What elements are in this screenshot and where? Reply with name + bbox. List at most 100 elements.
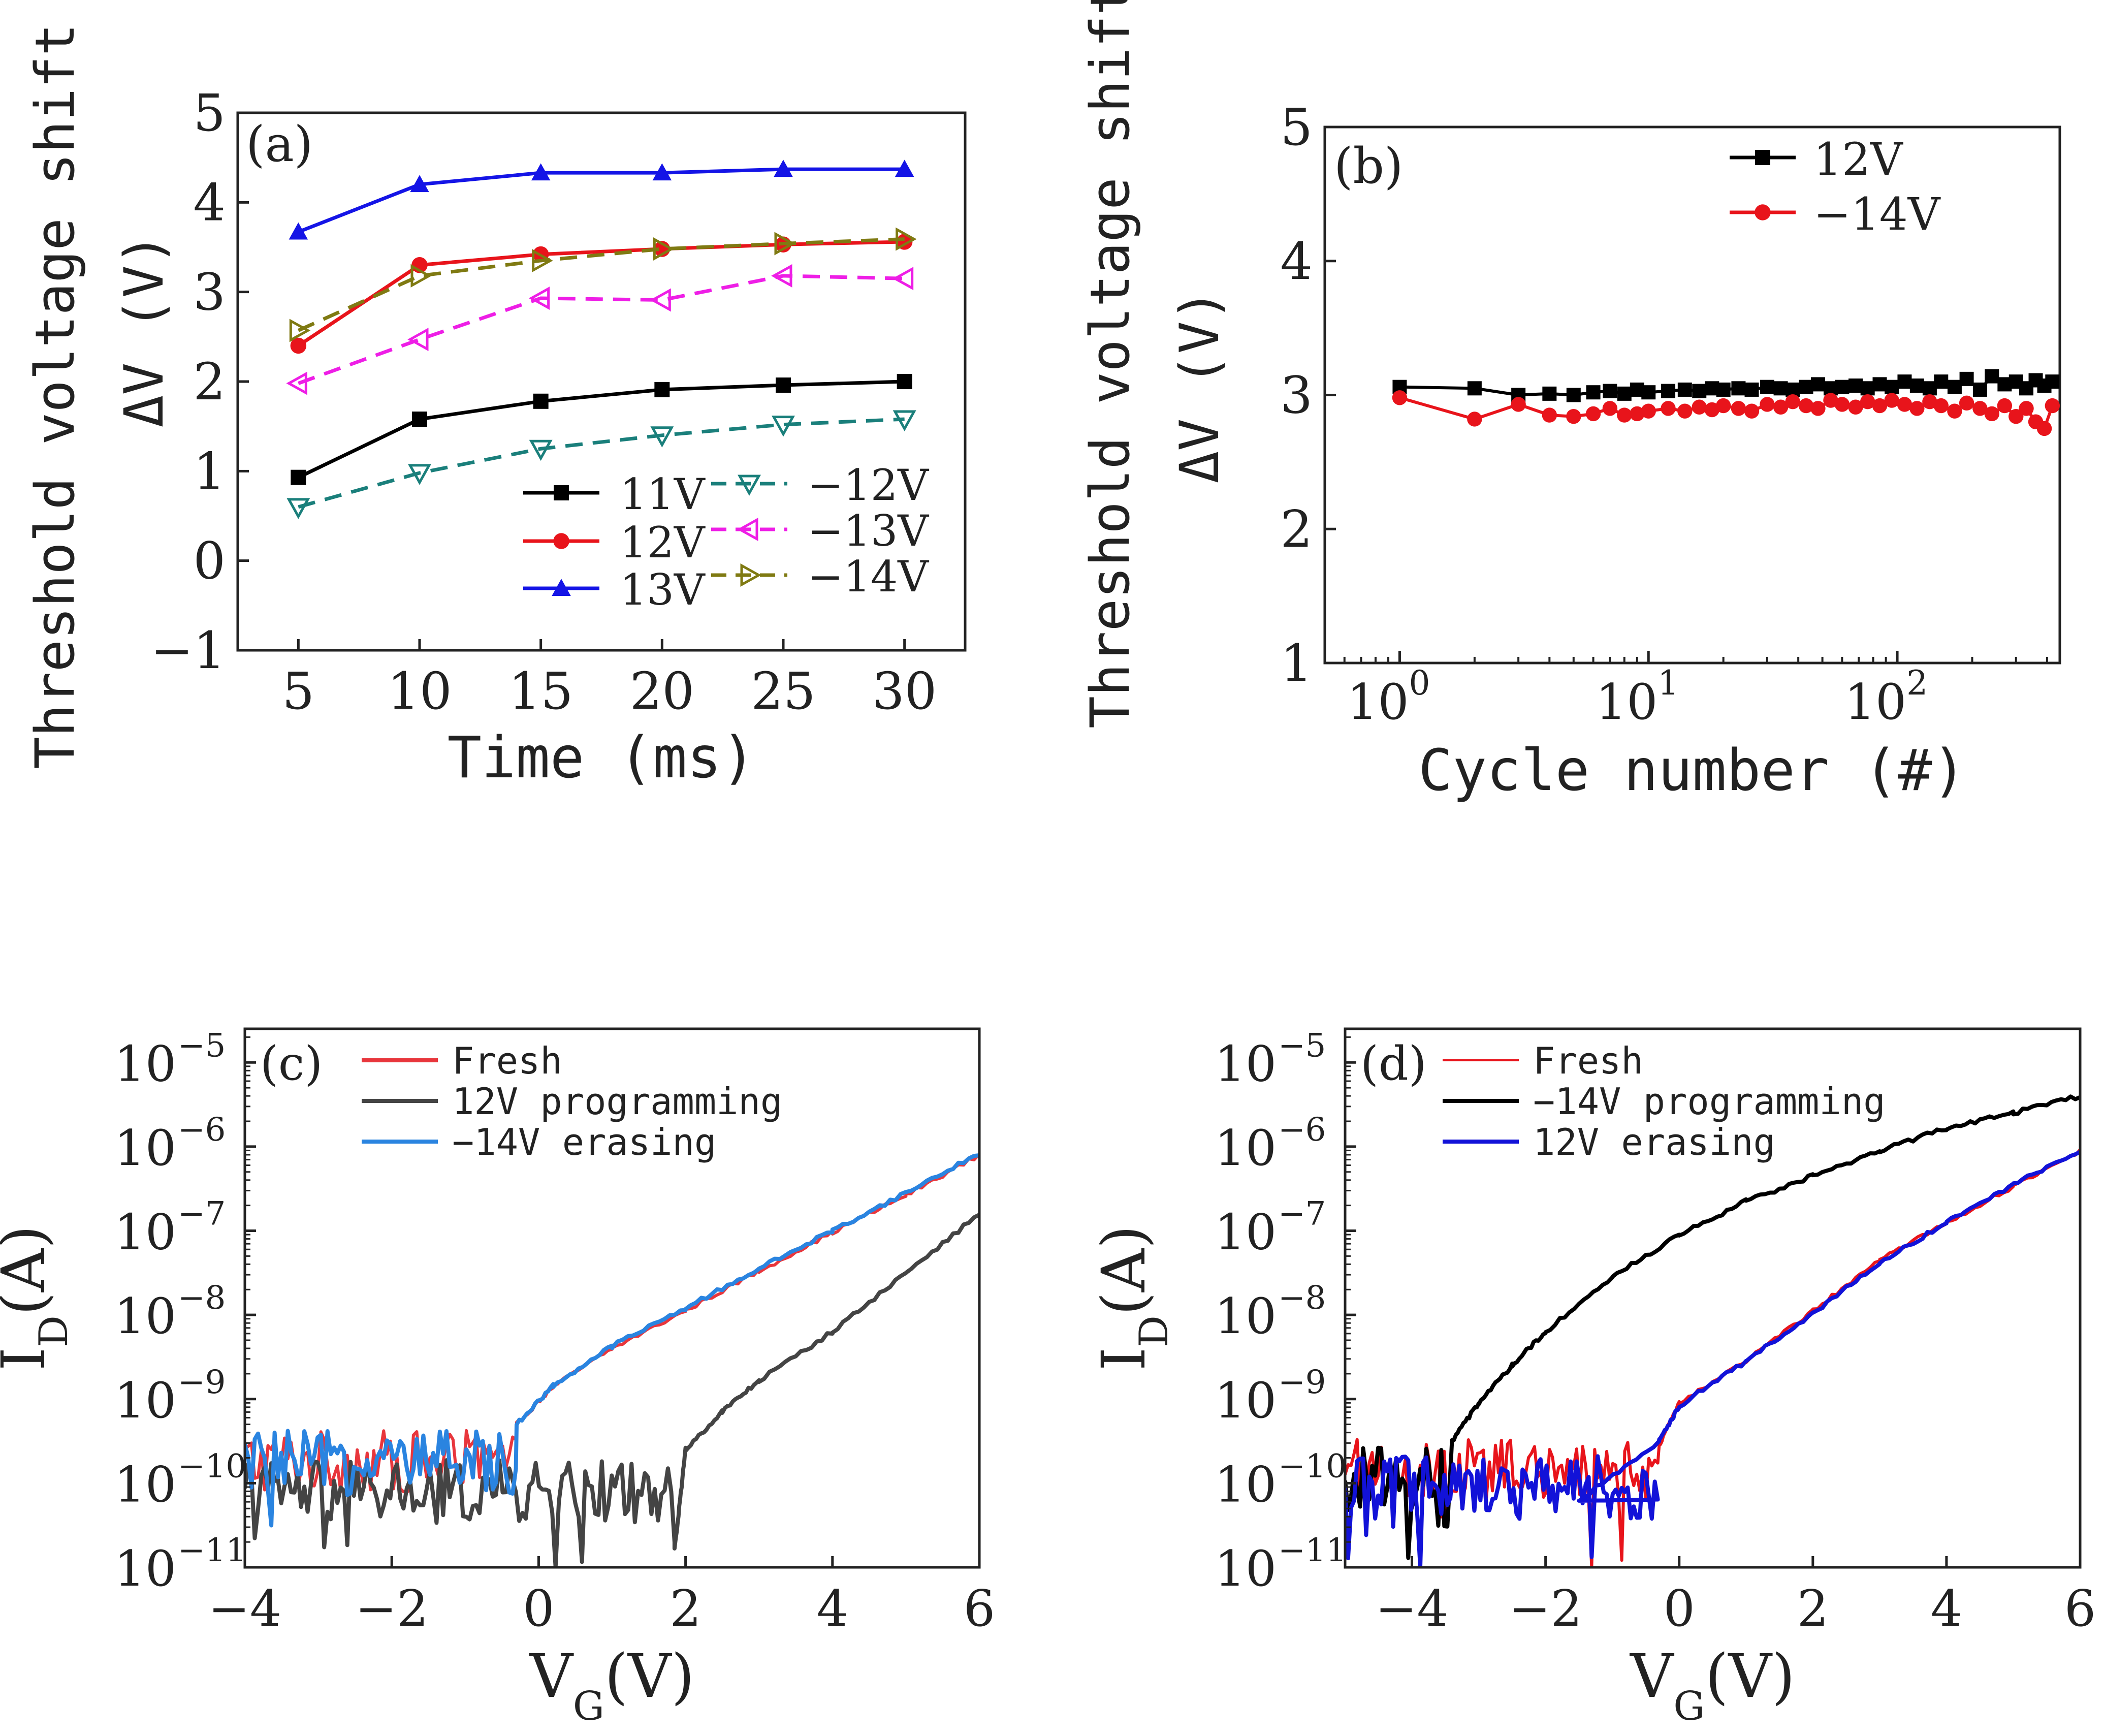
legend-label: 11V [620, 469, 706, 519]
data-point [1617, 386, 1632, 401]
x-tick-exponent: 2 [1906, 664, 1928, 703]
y-tick-label: 3 [193, 263, 226, 322]
panel-label: (d) [1360, 1036, 1427, 1091]
y-tick-exponent: −11 [178, 1532, 246, 1569]
y-axis-title-unit: (A) [0, 1225, 58, 1315]
x-axis-title-unit: (V) [1705, 1641, 1795, 1711]
plot-frame [243, 1027, 981, 1569]
x-axis-title-main: V [529, 1641, 574, 1711]
series-line [1345, 1150, 2080, 1567]
data-point [895, 160, 914, 177]
legend-label: 13V [620, 565, 706, 615]
y-tick-label: 10 [114, 1035, 176, 1092]
series-line [245, 1153, 979, 1528]
series-line [297, 237, 905, 332]
y-tick-label: 5 [1280, 98, 1313, 157]
y-tick-label: −1 [151, 621, 226, 680]
data-point [1617, 407, 1632, 423]
x-axis-title: Cycle number (#) [1418, 738, 1966, 804]
y-axis-title-line1: Threshold voltage shift [24, 23, 86, 769]
y-axis-title-unit: (A) [1089, 1225, 1159, 1315]
data-point [289, 319, 311, 342]
x-tick-label: 100 [1347, 664, 1430, 731]
y-axis-title-line1: Threshold voltage shift [1079, 0, 1141, 729]
series-line [297, 380, 905, 479]
y-tick-base: 10 [114, 1540, 176, 1597]
y-tick-base: 10 [1215, 1540, 1277, 1597]
y-tick-label: 10 [114, 1120, 176, 1177]
y-tick-label: 10 [1215, 1456, 1277, 1513]
data-point [1760, 397, 1775, 412]
x-tick-label: −2 [355, 1580, 428, 1638]
data-point [1630, 406, 1645, 422]
x-tick-label: 6 [2064, 1580, 2096, 1638]
data-point [410, 264, 432, 288]
data-point [897, 374, 912, 389]
y-tick-exponent: −6 [178, 1111, 226, 1149]
y-tick-exponent: −9 [178, 1364, 226, 1401]
y-tick-label: 10 [114, 1540, 176, 1597]
data-point [1922, 394, 1937, 409]
x-tick-label: 5 [282, 661, 315, 721]
curves [1345, 1094, 2080, 1567]
data-point [1511, 397, 1526, 412]
y-tick-label: 10 [114, 1456, 176, 1513]
data-point [410, 175, 429, 193]
x-tick-label: 102 [1844, 664, 1928, 731]
legend-label: −12V [808, 460, 929, 510]
y-tick-base: 10 [114, 1204, 176, 1261]
y-tick-label: 10 [1215, 1540, 1277, 1597]
data-point [1603, 384, 1617, 398]
y-tick-exponent: −5 [1278, 1027, 1326, 1064]
x-tick-label: 15 [508, 661, 573, 721]
data-point [528, 287, 550, 310]
x-axis-title-sub: G [573, 1684, 604, 1729]
curves [245, 1153, 979, 1567]
y-tick-label: 4 [193, 173, 226, 232]
legend-label: −14V [808, 552, 929, 602]
data-point [892, 410, 916, 431]
data-point [1641, 385, 1656, 400]
data-point [1872, 398, 1888, 414]
y-axis-title: ID(A) [0, 1225, 77, 1371]
data-point [1542, 407, 1557, 423]
data-point [1542, 386, 1557, 401]
x-tick-exponent: 0 [1409, 664, 1430, 703]
y-tick-exponent: −11 [1278, 1532, 1347, 1569]
data-point [529, 439, 553, 461]
y-tick-label: 1 [193, 441, 226, 501]
y-tick-exponent: −6 [1278, 1111, 1326, 1149]
legend-label: 12V [620, 518, 706, 567]
data-point [1760, 380, 1774, 394]
data-point [1972, 382, 1987, 397]
data-point [1641, 403, 1656, 419]
y-tick-label: 10 [114, 1288, 176, 1345]
series-line [298, 167, 905, 234]
panel-label: (b) [1334, 138, 1403, 195]
x-axis-title-unit: (V) [604, 1641, 694, 1711]
y-tick-label: 10 [1215, 1120, 1277, 1177]
y-tick-label: 2 [1280, 499, 1313, 559]
data-point [1566, 388, 1581, 402]
data-point [1860, 381, 1875, 396]
x-tick-label: 2 [1797, 1580, 1829, 1638]
data-point [1985, 369, 1999, 384]
y-tick-exponent: −10 [178, 1447, 246, 1485]
data-point [412, 412, 427, 427]
data-point [1716, 382, 1731, 397]
data-point [1835, 380, 1850, 394]
data-point [2045, 398, 2060, 414]
y-tick-exponent: −8 [1278, 1279, 1326, 1317]
data-point [1467, 381, 1482, 396]
data-point [892, 267, 914, 291]
x-axis-title: VG(V) [1629, 1641, 1795, 1729]
x-tick-base: 10 [1347, 674, 1409, 731]
y-tick-label: 10 [1215, 1288, 1277, 1345]
y-tick-exponent: −10 [1278, 1447, 1347, 1485]
data-point [532, 248, 553, 272]
data-point [1392, 390, 1408, 405]
x-tick-label: 2 [670, 1580, 701, 1638]
data-point [1810, 401, 1826, 416]
